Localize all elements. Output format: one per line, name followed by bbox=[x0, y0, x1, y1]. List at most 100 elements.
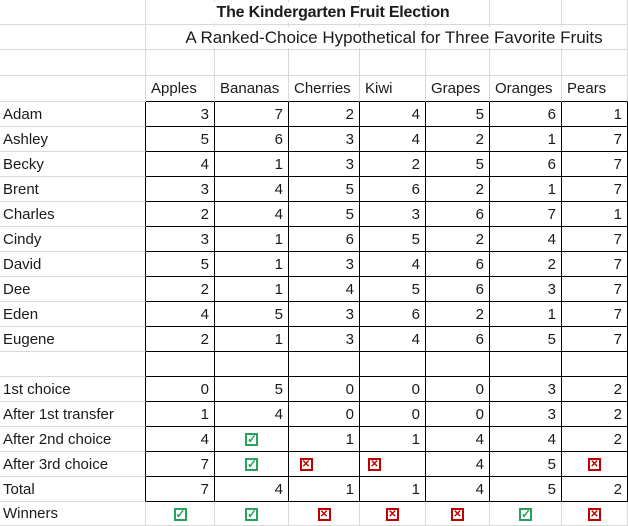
summary-cell[interactable]: 1 bbox=[146, 402, 215, 427]
row-label[interactable]: Adam bbox=[0, 102, 146, 127]
rank-cell[interactable]: 1 bbox=[215, 327, 289, 352]
rank-cell[interactable]: 4 bbox=[360, 102, 426, 127]
rank-cell[interactable]: 4 bbox=[215, 202, 289, 227]
rank-cell[interactable]: 5 bbox=[360, 277, 426, 302]
summary-cell[interactable]: 0 bbox=[426, 402, 490, 427]
rank-cell[interactable]: 1 bbox=[562, 102, 628, 127]
grid-cell[interactable] bbox=[0, 0, 146, 25]
rank-cell[interactable]: 4 bbox=[146, 302, 215, 327]
summary-cell[interactable]: 0 bbox=[289, 402, 360, 427]
rank-cell[interactable]: 5 bbox=[146, 127, 215, 152]
grid-cell[interactable] bbox=[360, 50, 426, 76]
rank-cell[interactable]: 4 bbox=[490, 227, 562, 252]
row-label[interactable]: David bbox=[0, 252, 146, 277]
summary-cell[interactable]: 1 bbox=[360, 427, 426, 452]
rank-cell[interactable]: 5 bbox=[289, 177, 360, 202]
rank-cell[interactable]: 6 bbox=[215, 127, 289, 152]
rank-cell[interactable]: 7 bbox=[562, 177, 628, 202]
summary-cell[interactable]: 1 bbox=[289, 427, 360, 452]
grid-cell[interactable] bbox=[146, 0, 215, 25]
corner-cell[interactable] bbox=[0, 76, 146, 102]
rank-cell[interactable]: 2 bbox=[490, 252, 562, 277]
rank-cell[interactable]: 7 bbox=[562, 227, 628, 252]
column-header-cherries[interactable]: Cherries bbox=[289, 76, 360, 102]
grid-cell[interactable] bbox=[426, 352, 490, 377]
rank-cell[interactable]: 2 bbox=[146, 202, 215, 227]
summary-cell[interactable]: 0 bbox=[146, 377, 215, 402]
summary-cell[interactable]: 4 bbox=[490, 427, 562, 452]
summary-cell[interactable]: 4 bbox=[146, 427, 215, 452]
rank-cell[interactable]: 7 bbox=[562, 127, 628, 152]
grid-cell[interactable] bbox=[289, 50, 360, 76]
rank-cell[interactable]: 1 bbox=[215, 152, 289, 177]
summary-cell[interactable]: ✓ bbox=[215, 452, 289, 477]
summary-cell[interactable]: 5 bbox=[215, 377, 289, 402]
rank-cell[interactable]: 4 bbox=[360, 127, 426, 152]
summary-cell[interactable]: 4 bbox=[215, 477, 289, 502]
rank-cell[interactable]: 3 bbox=[289, 327, 360, 352]
summary-cell[interactable]: 3 bbox=[490, 377, 562, 402]
rank-cell[interactable]: 5 bbox=[360, 227, 426, 252]
grid-cell[interactable] bbox=[426, 0, 490, 25]
summary-cell[interactable]: ✕ bbox=[360, 452, 426, 477]
grid-cell[interactable] bbox=[215, 352, 289, 377]
rank-cell[interactable]: 3 bbox=[289, 252, 360, 277]
rank-cell[interactable]: 5 bbox=[289, 202, 360, 227]
rank-cell[interactable]: 6 bbox=[289, 227, 360, 252]
summary-cell[interactable]: 1 bbox=[289, 477, 360, 502]
rank-cell[interactable]: 5 bbox=[215, 302, 289, 327]
winner-cell[interactable]: ✓ bbox=[215, 502, 289, 526]
rank-cell[interactable]: 3 bbox=[360, 202, 426, 227]
rank-cell[interactable]: 6 bbox=[360, 302, 426, 327]
rank-cell[interactable]: 3 bbox=[490, 277, 562, 302]
summary-cell[interactable]: ✓ bbox=[215, 427, 289, 452]
summary-cell[interactable]: 5 bbox=[490, 452, 562, 477]
rank-cell[interactable]: 1 bbox=[562, 202, 628, 227]
summary-cell[interactable]: 4 bbox=[215, 402, 289, 427]
rank-cell[interactable]: 7 bbox=[215, 102, 289, 127]
summary-label[interactable]: 1st choice bbox=[0, 377, 146, 402]
rank-cell[interactable]: 2 bbox=[289, 102, 360, 127]
rank-cell[interactable]: 5 bbox=[426, 152, 490, 177]
grid-cell[interactable] bbox=[146, 50, 215, 76]
rank-cell[interactable]: 7 bbox=[562, 302, 628, 327]
summary-label[interactable]: Total bbox=[0, 477, 146, 502]
column-header-pears[interactable]: Pears bbox=[562, 76, 628, 102]
summary-cell[interactable]: 5 bbox=[490, 477, 562, 502]
winner-cell[interactable]: ✕ bbox=[426, 502, 490, 526]
summary-cell[interactable]: 2 bbox=[562, 377, 628, 402]
summary-cell[interactable]: 1 bbox=[360, 477, 426, 502]
rank-cell[interactable]: 5 bbox=[146, 252, 215, 277]
column-header-oranges[interactable]: Oranges bbox=[490, 76, 562, 102]
rank-cell[interactable]: 5 bbox=[490, 327, 562, 352]
grid-cell[interactable] bbox=[146, 352, 215, 377]
summary-label[interactable]: After 1st transfer bbox=[0, 402, 146, 427]
summary-cell[interactable]: 7 bbox=[146, 452, 215, 477]
rank-cell[interactable]: 1 bbox=[215, 227, 289, 252]
row-label[interactable]: Cindy bbox=[0, 227, 146, 252]
winner-cell[interactable]: ✓ bbox=[146, 502, 215, 526]
grid-cell[interactable] bbox=[0, 50, 146, 76]
row-label[interactable]: Brent bbox=[0, 177, 146, 202]
row-label[interactable]: Eden bbox=[0, 302, 146, 327]
grid-cell[interactable] bbox=[490, 50, 562, 76]
summary-cell[interactable]: 2 bbox=[562, 477, 628, 502]
grid-cell[interactable] bbox=[215, 50, 289, 76]
grid-cell[interactable] bbox=[289, 352, 360, 377]
rank-cell[interactable]: 4 bbox=[360, 252, 426, 277]
summary-cell[interactable]: 0 bbox=[360, 377, 426, 402]
column-header-apples[interactable]: Apples bbox=[146, 76, 215, 102]
grid-cell[interactable] bbox=[490, 0, 562, 25]
rank-cell[interactable]: 2 bbox=[426, 177, 490, 202]
rank-cell[interactable]: 4 bbox=[146, 152, 215, 177]
summary-cell[interactable]: 4 bbox=[426, 452, 490, 477]
summary-cell[interactable]: 7 bbox=[146, 477, 215, 502]
rank-cell[interactable]: 3 bbox=[289, 152, 360, 177]
winner-cell[interactable]: ✕ bbox=[562, 502, 628, 526]
column-header-kiwi[interactable]: Kiwi bbox=[360, 76, 426, 102]
winner-cell[interactable]: ✕ bbox=[289, 502, 360, 526]
summary-cell[interactable]: ✕ bbox=[289, 452, 360, 477]
row-label[interactable]: Becky bbox=[0, 152, 146, 177]
winner-cell[interactable]: ✓ bbox=[490, 502, 562, 526]
rank-cell[interactable]: 2 bbox=[426, 127, 490, 152]
